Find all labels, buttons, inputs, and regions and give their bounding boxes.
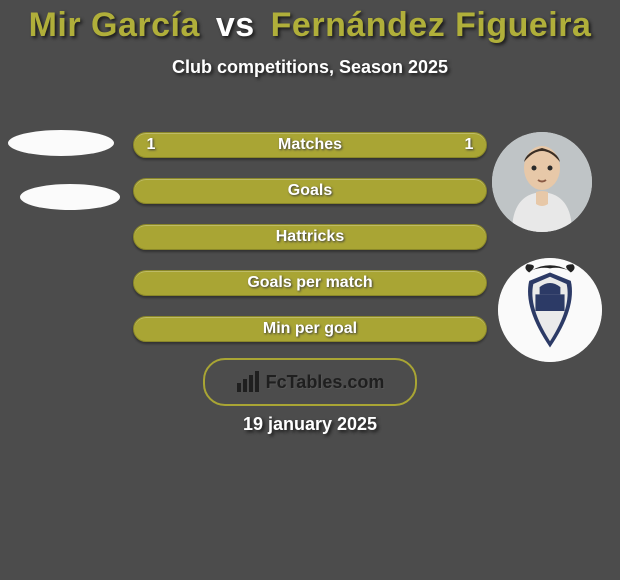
player-a-thumb-placeholder bbox=[8, 130, 114, 156]
watermark-box: FcTables.com bbox=[203, 358, 417, 406]
stat-left-value: 1 bbox=[144, 136, 158, 154]
player-b-photo-svg bbox=[492, 132, 592, 232]
watermark-text: FcTables.com bbox=[266, 372, 385, 393]
stat-row-hattricks: Hattricks bbox=[133, 224, 487, 250]
date-text: 19 january 2025 bbox=[0, 414, 620, 435]
stat-row-goals: Goals bbox=[133, 178, 487, 204]
stat-label: Matches bbox=[278, 136, 342, 154]
subtitle: Club competitions, Season 2025 bbox=[0, 57, 620, 78]
stat-label: Min per goal bbox=[263, 320, 357, 338]
stat-row-gpm: Goals per match bbox=[133, 270, 487, 296]
stat-row-matches: 1 Matches 1 bbox=[133, 132, 487, 158]
player-a-name: Mir García bbox=[29, 6, 200, 44]
stat-label: Goals bbox=[288, 182, 332, 200]
club-b-crest bbox=[498, 258, 602, 362]
stat-right-value: 1 bbox=[462, 136, 476, 154]
stat-label: Hattricks bbox=[276, 228, 344, 246]
vs-text: vs bbox=[216, 6, 255, 44]
player-b-photo bbox=[492, 132, 592, 232]
page-title: Mir García vs Fernández Figueira bbox=[0, 6, 620, 45]
club-a-thumb-placeholder bbox=[20, 184, 120, 210]
bars-icon bbox=[236, 371, 260, 393]
player-b-name: Fernández Figueira bbox=[271, 6, 592, 44]
stat-label: Goals per match bbox=[247, 274, 372, 292]
stat-row-mpg: Min per goal bbox=[133, 316, 487, 342]
club-b-crest-svg bbox=[498, 258, 602, 362]
stat-rows: 1 Matches 1 Goals Hattricks Goals per ma… bbox=[133, 132, 487, 362]
